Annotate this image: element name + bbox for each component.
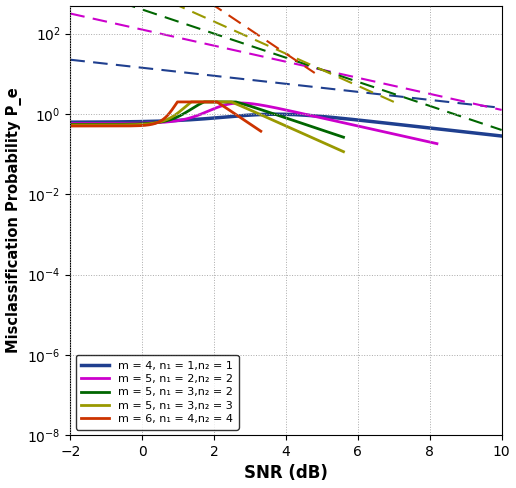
m = 5, n₁ = 3,n₂ = 2 [232,99,238,105]
m = 5, n₁ = 3,n₂ = 3 [250,108,256,114]
m = 5, n₁ = 3,n₂ = 3 [275,120,281,125]
Line: m = 5, n₁ = 3,n₂ = 2: m = 5, n₁ = 3,n₂ = 2 [70,102,344,137]
m = 4, n₁ = 1,n₂ = 1 [89,119,95,125]
m = 4, n₁ = 1,n₂ = 1 [67,119,73,125]
Line: m = 5, n₁ = 3,n₂ = 3: m = 5, n₁ = 3,n₂ = 3 [70,102,344,152]
Line: m = 6, n₁ = 4,n₂ = 4: m = 6, n₁ = 4,n₂ = 4 [70,102,261,131]
m = 4, n₁ = 1,n₂ = 1 [486,132,492,138]
m = 6, n₁ = 4,n₂ = 4 [99,123,105,129]
m = 5, n₁ = 3,n₂ = 3 [175,109,182,115]
m = 5, n₁ = 3,n₂ = 2 [194,103,200,109]
m = 6, n₁ = 4,n₂ = 4 [257,128,264,134]
m = 5, n₁ = 2,n₂ = 2 [434,141,440,146]
m = 6, n₁ = 4,n₂ = 4 [67,123,73,129]
Line: m = 4, n₁ = 1,n₂ = 1: m = 4, n₁ = 1,n₂ = 1 [70,114,502,136]
m = 5, n₁ = 2,n₂ = 2 [356,123,362,129]
m = 6, n₁ = 4,n₂ = 4 [79,123,86,129]
m = 5, n₁ = 3,n₂ = 3 [325,142,331,148]
m = 5, n₁ = 2,n₂ = 2 [236,100,242,106]
X-axis label: SNR (dB): SNR (dB) [244,465,328,483]
m = 6, n₁ = 4,n₂ = 4 [214,99,220,105]
m = 5, n₁ = 2,n₂ = 2 [237,100,244,106]
m = 5, n₁ = 3,n₂ = 2 [341,134,347,140]
m = 5, n₁ = 3,n₂ = 2 [312,124,318,130]
m = 5, n₁ = 3,n₂ = 2 [126,121,133,127]
m = 6, n₁ = 4,n₂ = 4 [220,103,226,109]
m = 5, n₁ = 2,n₂ = 2 [246,101,252,106]
m = 5, n₁ = 3,n₂ = 3 [84,122,90,128]
m = 5, n₁ = 3,n₂ = 2 [151,120,157,126]
m = 4, n₁ = 1,n₂ = 1 [266,111,272,117]
m = 5, n₁ = 2,n₂ = 2 [67,121,73,126]
m = 5, n₁ = 3,n₂ = 3 [291,127,297,133]
m = 4, n₁ = 1,n₂ = 1 [498,133,505,139]
m = 6, n₁ = 4,n₂ = 4 [82,123,88,129]
m = 4, n₁ = 1,n₂ = 1 [277,111,283,117]
m = 5, n₁ = 3,n₂ = 2 [311,124,317,130]
m = 4, n₁ = 1,n₂ = 1 [273,111,280,117]
m = 5, n₁ = 2,n₂ = 2 [424,139,430,144]
m = 5, n₁ = 3,n₂ = 3 [341,149,347,155]
m = 5, n₁ = 3,n₂ = 2 [184,109,190,115]
m = 5, n₁ = 2,n₂ = 2 [423,138,429,144]
m = 4, n₁ = 1,n₂ = 1 [407,123,413,129]
m = 5, n₁ = 2,n₂ = 2 [86,121,92,126]
m = 6, n₁ = 4,n₂ = 4 [103,123,109,129]
Line: m = 5, n₁ = 2,n₂ = 2: m = 5, n₁ = 2,n₂ = 2 [70,103,437,143]
m = 5, n₁ = 3,n₂ = 2 [67,122,73,127]
m = 5, n₁ = 3,n₂ = 3 [228,99,234,105]
Y-axis label: Misclassification Probability P_e: Misclassification Probability P_e [6,87,22,353]
m = 6, n₁ = 4,n₂ = 4 [83,123,89,129]
m = 5, n₁ = 3,n₂ = 3 [67,122,73,128]
Legend: m = 4, n₁ = 1,n₂ = 1, m = 5, n₁ = 2,n₂ = 2, m = 5, n₁ = 3,n₂ = 2, m = 5, n₁ = 3,: m = 4, n₁ = 1,n₂ = 1, m = 5, n₁ = 2,n₂ =… [76,355,239,429]
m = 4, n₁ = 1,n₂ = 1 [486,132,492,138]
